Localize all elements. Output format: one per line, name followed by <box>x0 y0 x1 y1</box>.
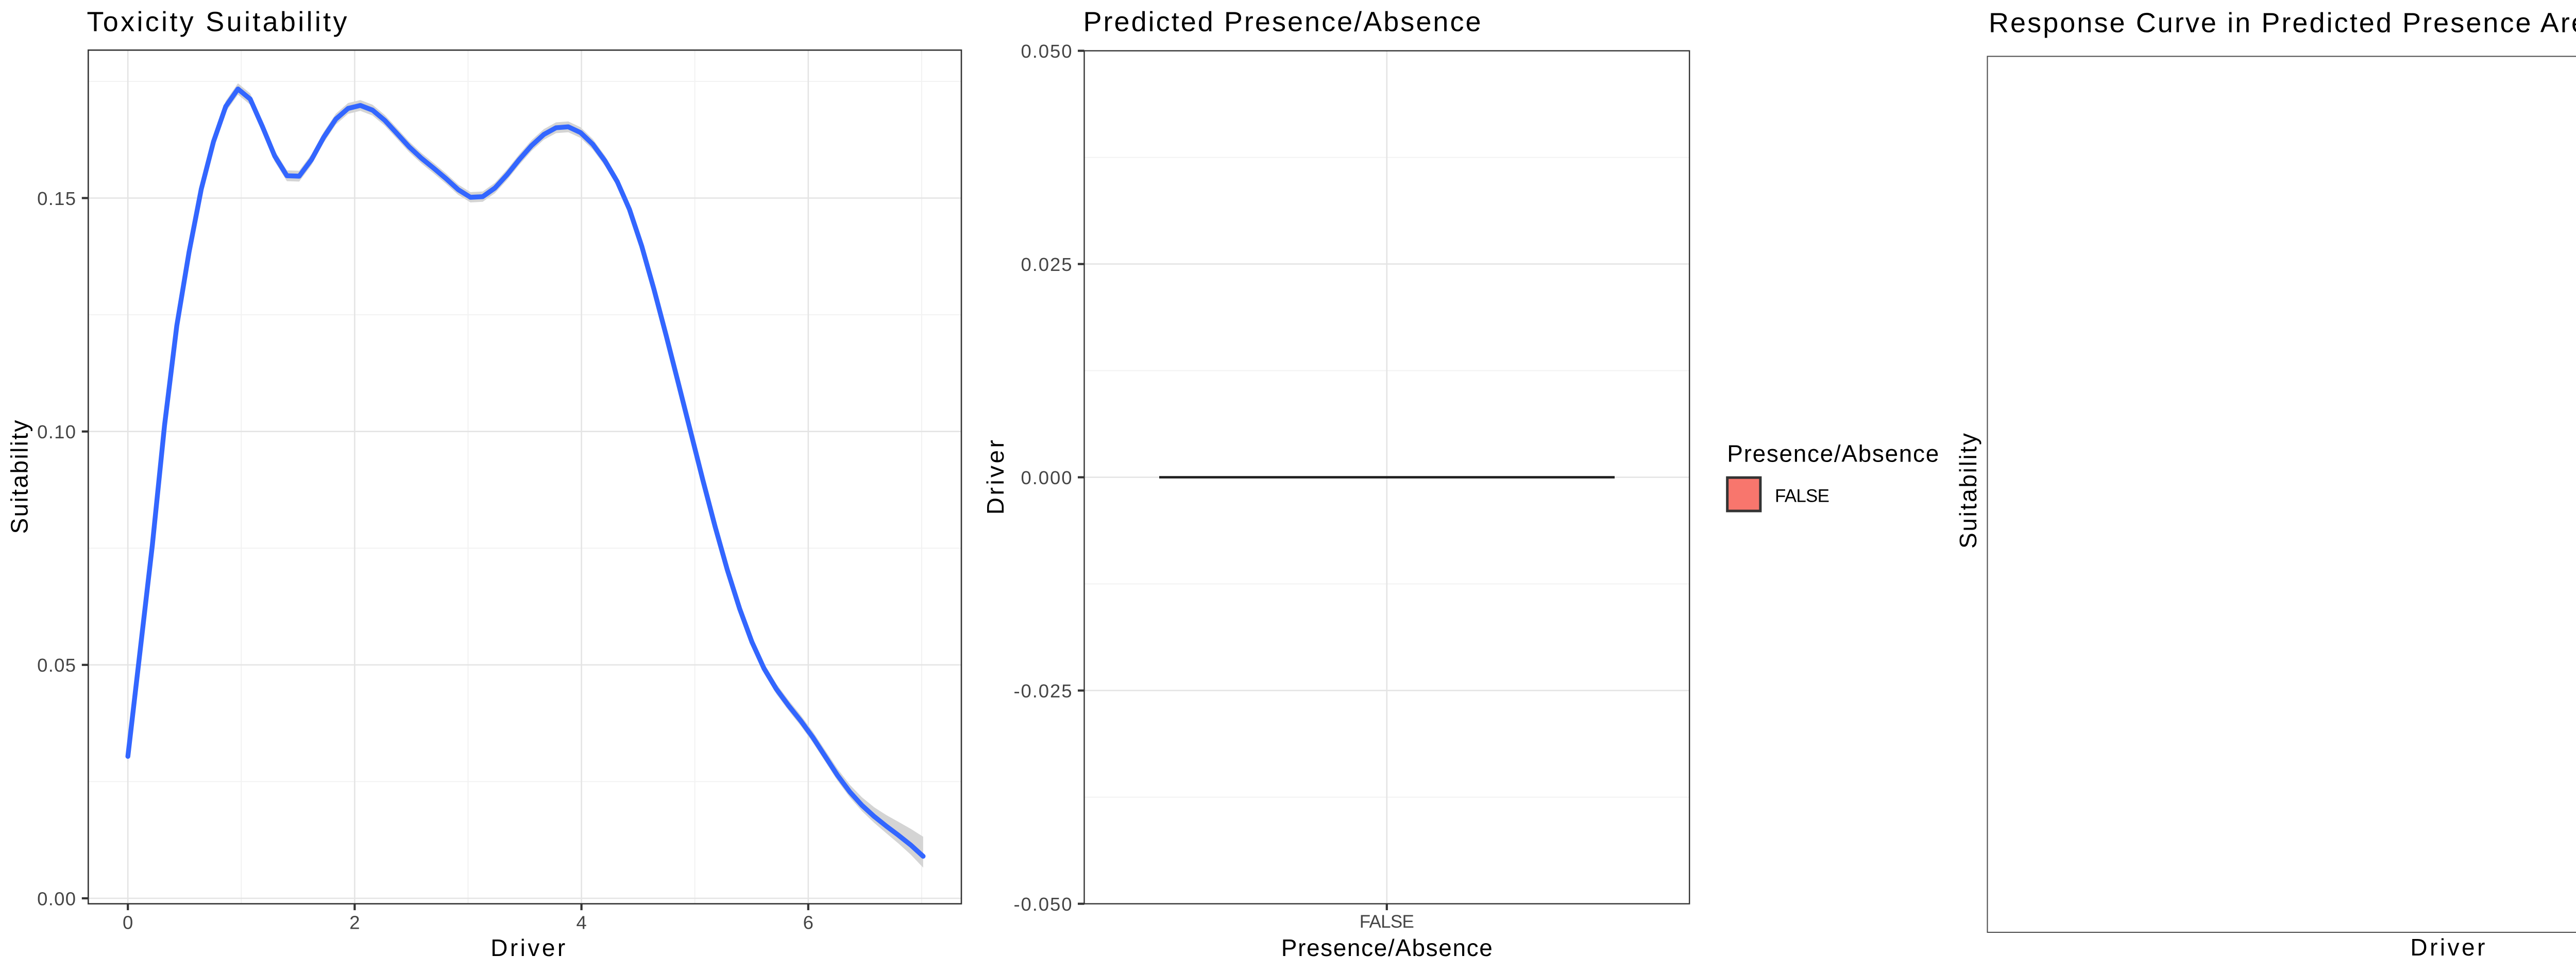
svg-text:0: 0 <box>123 912 133 933</box>
svg-text:Response Curve in Predicted Pr: Response Curve in Predicted Presence Are… <box>1989 8 2576 39</box>
svg-text:2: 2 <box>349 912 360 933</box>
svg-text:Presence/Absence: Presence/Absence <box>1727 440 1939 467</box>
svg-text:0.00: 0.00 <box>37 888 76 909</box>
svg-text:0.050: 0.050 <box>1021 41 1072 62</box>
svg-text:Driver: Driver <box>2410 934 2485 961</box>
svg-text:Presence/Absence: Presence/Absence <box>1281 934 1493 961</box>
svg-text:4: 4 <box>576 912 586 933</box>
svg-text:Toxicity Suitability: Toxicity Suitability <box>87 7 347 38</box>
svg-text:Suitability: Suitability <box>1955 433 1981 549</box>
svg-text:-0.025: -0.025 <box>1014 680 1072 702</box>
svg-text:FALSE: FALSE <box>1360 912 1414 932</box>
svg-text:Suitability: Suitability <box>6 420 32 534</box>
svg-text:Driver: Driver <box>982 440 1009 515</box>
svg-text:-0.050: -0.050 <box>1014 894 1072 915</box>
svg-text:0.15: 0.15 <box>37 188 76 209</box>
svg-text:0.10: 0.10 <box>37 421 76 442</box>
svg-text:0.025: 0.025 <box>1021 254 1072 275</box>
svg-text:6: 6 <box>803 912 814 933</box>
svg-text:FALSE: FALSE <box>1775 486 1829 506</box>
svg-text:0.05: 0.05 <box>37 655 76 676</box>
svg-text:0.000: 0.000 <box>1021 467 1072 488</box>
svg-text:Driver: Driver <box>490 934 565 961</box>
svg-text:Predicted Presence/Absence: Predicted Presence/Absence <box>1083 7 1481 38</box>
